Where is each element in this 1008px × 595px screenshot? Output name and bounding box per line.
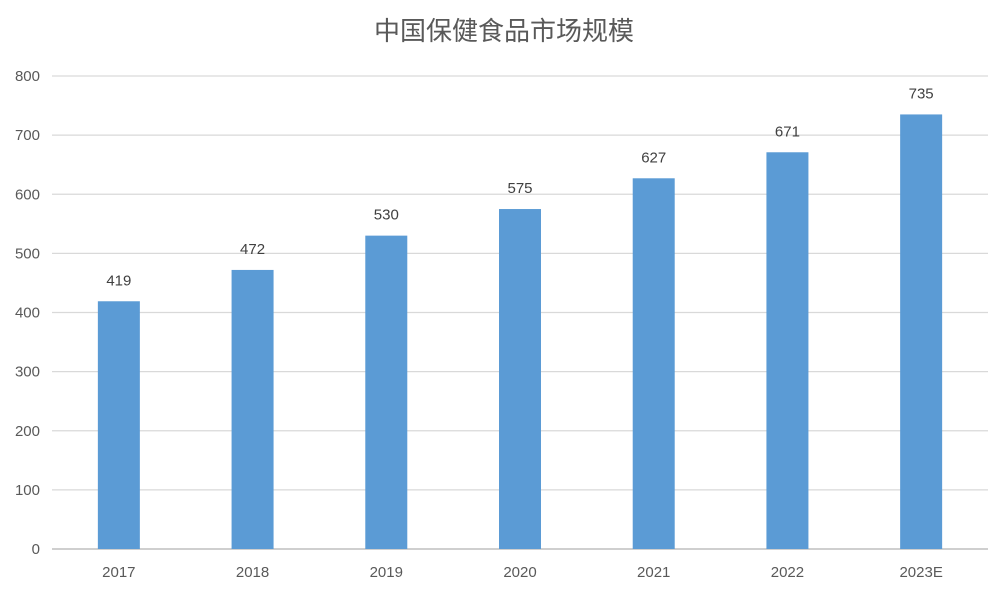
bar (632, 178, 675, 549)
bar (365, 235, 408, 549)
y-tick-label: 200 (15, 423, 40, 440)
bar (766, 152, 809, 550)
y-tick-label: 100 (15, 482, 40, 499)
y-tick-label: 0 (32, 541, 40, 558)
bar-series (97, 114, 943, 550)
y-tick-label: 700 (15, 127, 40, 144)
bar (97, 301, 140, 549)
data-label: 735 (909, 85, 934, 102)
data-label: 627 (641, 149, 666, 166)
data-label: 530 (374, 207, 399, 224)
data-labels: 419 472 530 575 627 671 735 (106, 85, 933, 289)
bar (231, 269, 274, 549)
y-tick-label: 300 (15, 364, 40, 381)
x-tick-label: 2019 (370, 564, 403, 581)
x-tick-label: 2018 (236, 564, 269, 581)
x-tick-label: 2017 (102, 564, 135, 581)
x-axis-ticks: 2017 2018 2019 2020 2021 2022 2023E (102, 564, 943, 581)
data-label: 671 (775, 123, 800, 140)
chart-title: 中国保健食品市场规模 (374, 17, 634, 47)
data-label: 419 (106, 272, 131, 289)
y-axis-ticks: 0 100 200 300 400 500 600 700 800 (15, 68, 40, 558)
x-tick-label: 2022 (771, 564, 804, 581)
y-tick-label: 400 (15, 305, 40, 322)
bar (900, 114, 943, 550)
y-tick-label: 800 (15, 68, 40, 85)
x-tick-label: 2020 (503, 564, 536, 581)
y-tick-label: 600 (15, 186, 40, 203)
x-tick-label: 2023E (899, 564, 942, 581)
x-tick-label: 2021 (637, 564, 670, 581)
data-label: 575 (507, 180, 532, 197)
data-label: 472 (240, 241, 265, 258)
y-tick-label: 500 (15, 245, 40, 262)
bar (499, 209, 541, 549)
